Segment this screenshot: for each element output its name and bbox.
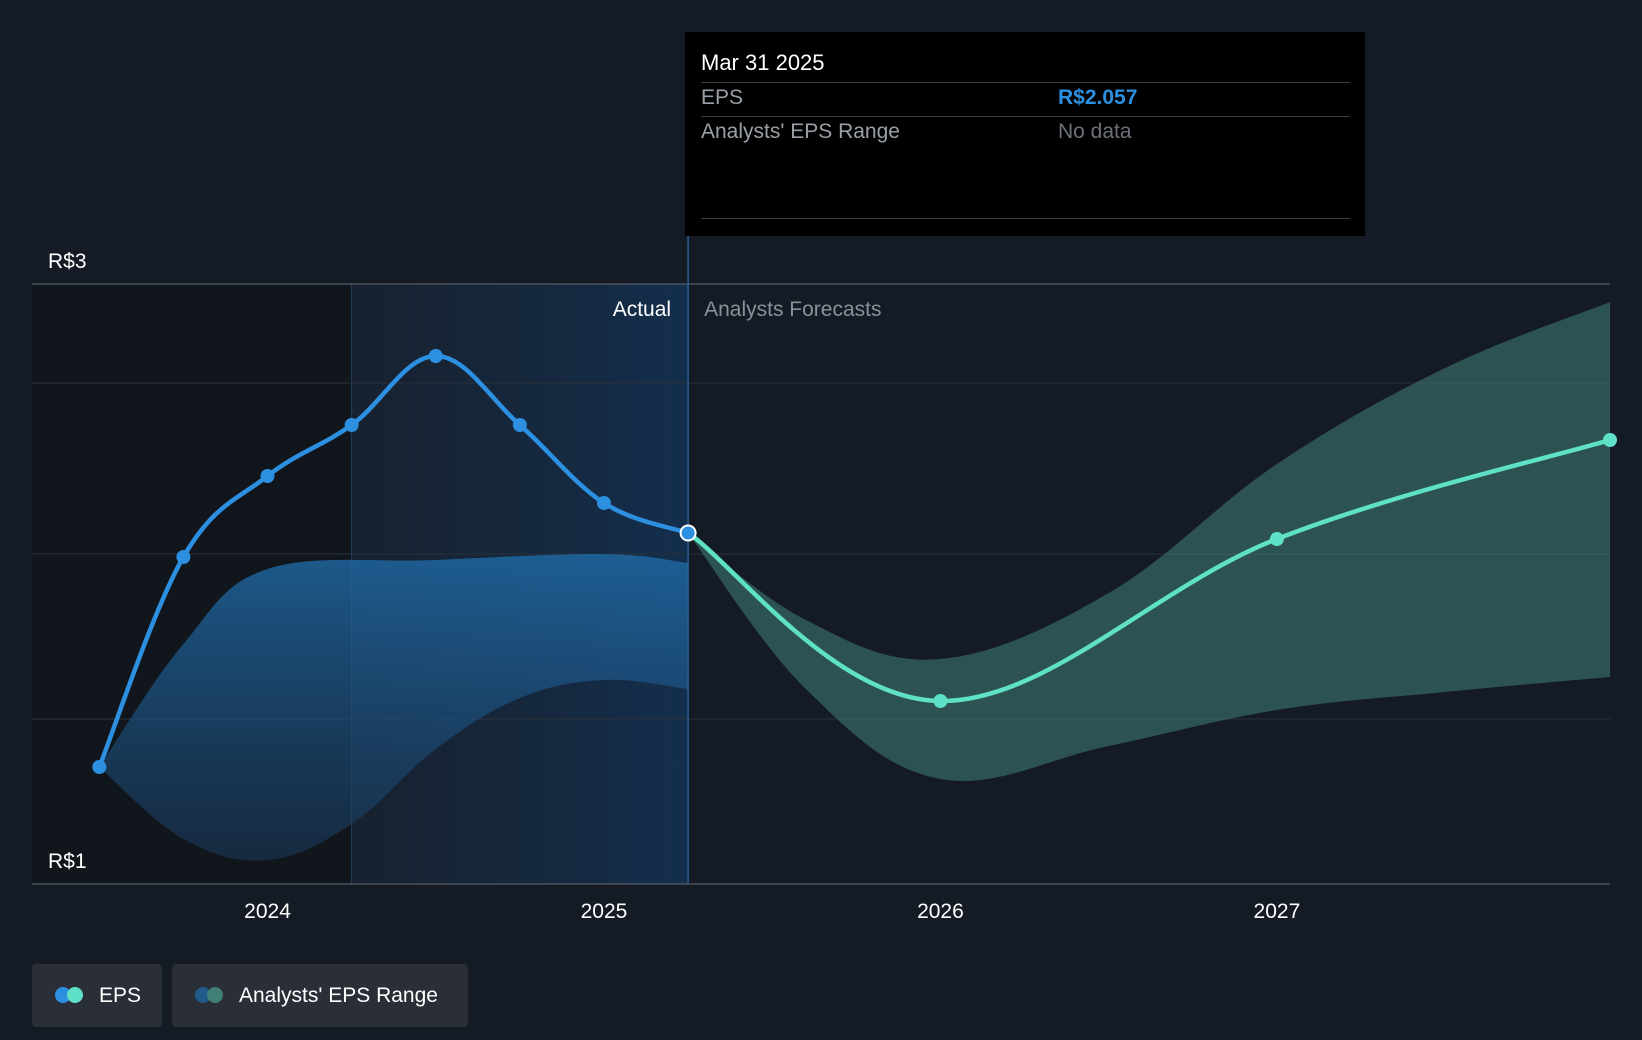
- legend-range-swatch-icon: [195, 986, 227, 1005]
- y-tick-label: R$3: [48, 250, 87, 273]
- eps-line-actual: [97, 353, 691, 770]
- eps-range-band-forecast: [688, 302, 1610, 782]
- actual-region-label: Actual: [613, 298, 671, 321]
- eps-point-forecast: [933, 694, 948, 708]
- legend-eps-swatch-icon: [55, 986, 87, 1005]
- tooltip-divider: [701, 218, 1350, 219]
- legend-eps-label: EPS: [99, 983, 142, 1007]
- eps-point-actual: [176, 550, 191, 564]
- eps-point-actual: [679, 524, 697, 542]
- tooltip-divider: [701, 116, 1350, 117]
- eps-point-actual: [512, 418, 527, 432]
- eps-point-actual: [92, 760, 107, 774]
- x-tick-label: 2025: [581, 900, 628, 923]
- tooltip-range-value: No data: [1058, 120, 1132, 143]
- eps-point-actual: [596, 496, 611, 510]
- eps-point-actual: [344, 418, 359, 432]
- tooltip-eps-value: R$2.057: [1058, 86, 1138, 109]
- eps-line-forecast: [685, 437, 1613, 704]
- eps-point-actual: [260, 469, 275, 483]
- chart-tooltip: Mar 31 2025 EPS R$2.057 Analysts' EPS Ra…: [685, 32, 1365, 236]
- legend-item-eps[interactable]: EPS: [32, 964, 162, 1027]
- x-tick-label: 2026: [917, 900, 964, 923]
- eps-point-actual: [428, 349, 443, 363]
- tooltip-date: Mar 31 2025: [701, 50, 825, 75]
- eps-range-band-actual: [99, 553, 689, 861]
- tooltip-divider: [701, 82, 1350, 83]
- tooltip-eps-label: EPS: [701, 86, 744, 109]
- x-tick-label: 2024: [244, 900, 291, 923]
- legend-dot-forecast: [67, 986, 83, 1003]
- legend-item-range[interactable]: Analysts' EPS Range: [172, 964, 468, 1027]
- forecast-region-label: Analysts Forecasts: [704, 298, 881, 321]
- x-tick-label: 2027: [1254, 900, 1301, 923]
- y-tick-label: R$1: [48, 850, 87, 873]
- eps-point-forecast: [1269, 532, 1284, 546]
- eps-point-forecast: [1603, 433, 1617, 447]
- legend-dot-forecast: [207, 986, 223, 1003]
- legend-range-label: Analysts' EPS Range: [239, 983, 438, 1007]
- tooltip-range-label: Analysts' EPS Range: [701, 120, 900, 143]
